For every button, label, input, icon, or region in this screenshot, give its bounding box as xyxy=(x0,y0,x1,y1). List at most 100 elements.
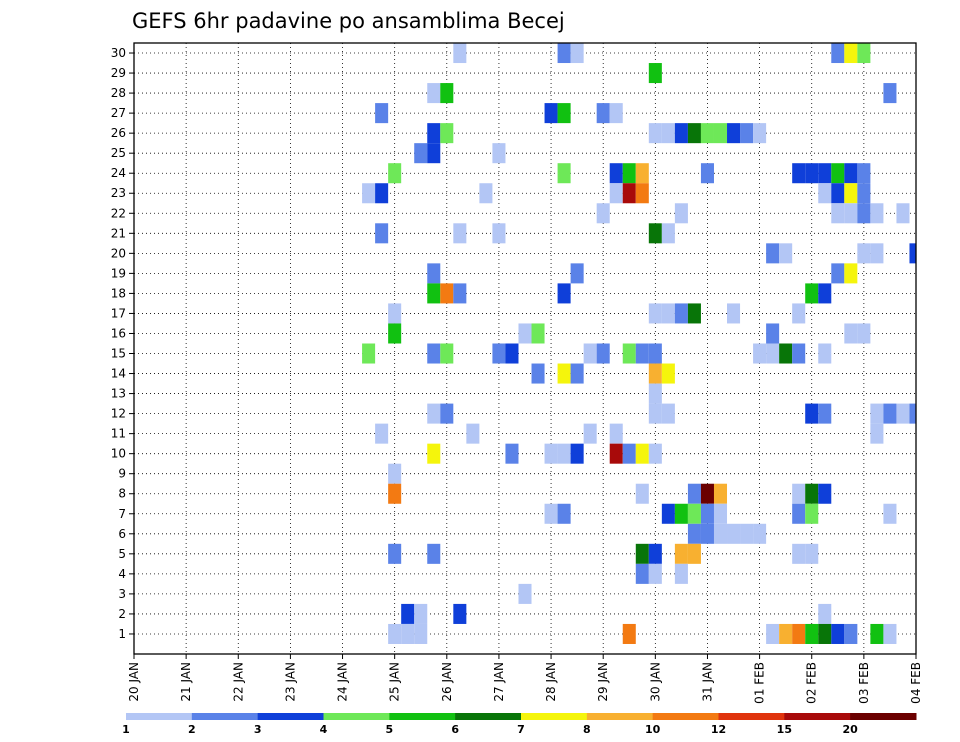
data-cell xyxy=(570,443,584,464)
data-cell xyxy=(831,163,845,184)
colorbar-swatch xyxy=(784,713,851,720)
data-cell xyxy=(557,103,571,124)
data-cell xyxy=(779,343,793,364)
y-tick-label: 5 xyxy=(118,547,126,561)
y-tick-label: 24 xyxy=(111,166,126,180)
data-cell xyxy=(414,143,428,164)
data-cell xyxy=(492,143,506,164)
data-cell xyxy=(857,163,871,184)
data-cell xyxy=(844,163,858,184)
data-cell xyxy=(648,303,662,324)
data-cell xyxy=(648,63,662,84)
data-cell xyxy=(583,343,597,364)
y-tick-label: 8 xyxy=(118,487,126,501)
data-cell xyxy=(831,43,845,64)
data-cell xyxy=(388,483,402,504)
data-cell xyxy=(648,123,662,144)
data-cell xyxy=(453,223,467,244)
data-cell xyxy=(453,43,467,64)
data-cell xyxy=(831,623,845,644)
data-cell xyxy=(557,443,571,464)
data-cell xyxy=(779,243,793,264)
data-cell xyxy=(622,443,636,464)
data-cell xyxy=(805,283,819,304)
data-cell xyxy=(453,603,467,624)
data-cell xyxy=(375,423,389,444)
data-cell xyxy=(440,403,454,424)
data-cell xyxy=(427,143,441,164)
data-cell xyxy=(792,623,806,644)
data-cell xyxy=(388,303,402,324)
data-cell xyxy=(700,523,714,544)
data-cell xyxy=(401,603,415,624)
data-cell xyxy=(818,623,832,644)
x-tick-label: 21 JAN xyxy=(179,662,193,702)
data-cell xyxy=(557,43,571,64)
data-cell xyxy=(479,183,493,204)
colorbar-swatch xyxy=(718,713,785,720)
data-cell xyxy=(700,163,714,184)
data-cell xyxy=(870,623,884,644)
data-cell xyxy=(792,543,806,564)
y-tick-label: 19 xyxy=(111,266,126,280)
data-cell xyxy=(427,83,441,104)
data-cell xyxy=(388,543,402,564)
data-cell xyxy=(674,203,688,224)
colorbar-label: 8 xyxy=(583,723,591,736)
data-cell xyxy=(518,583,532,604)
data-cell xyxy=(440,283,454,304)
data-cell xyxy=(414,603,428,624)
data-cell xyxy=(818,483,832,504)
data-cell xyxy=(831,203,845,224)
data-cell xyxy=(896,403,910,424)
x-tick-label: 23 JAN xyxy=(283,662,297,702)
y-tick-label: 29 xyxy=(111,66,126,80)
colorbar-label: 10 xyxy=(645,723,661,736)
data-cell xyxy=(596,203,610,224)
data-cell xyxy=(622,183,636,204)
x-tick-label: 28 JAN xyxy=(544,662,558,702)
data-cell xyxy=(857,243,871,264)
x-tick-label: 25 JAN xyxy=(388,662,402,702)
data-cell xyxy=(713,123,728,144)
data-cell xyxy=(883,83,897,104)
data-cell xyxy=(544,503,558,524)
data-cell xyxy=(427,283,441,304)
data-cell xyxy=(727,303,741,324)
colorbar-swatch xyxy=(521,713,588,720)
data-cell xyxy=(792,343,806,364)
y-tick-label: 23 xyxy=(111,186,126,200)
colorbar-label: 3 xyxy=(254,723,262,736)
x-tick-label: 26 JAN xyxy=(440,662,454,702)
data-cell xyxy=(753,123,767,144)
data-cell xyxy=(857,183,871,204)
data-cell xyxy=(596,343,610,364)
data-cell xyxy=(805,403,819,424)
data-cell xyxy=(792,483,806,504)
data-cell xyxy=(648,383,662,404)
data-cell xyxy=(648,563,662,584)
x-tick-label: 30 JAN xyxy=(648,662,662,702)
data-cell xyxy=(375,223,389,244)
colorbar-swatch xyxy=(455,713,522,720)
y-tick-label: 18 xyxy=(111,286,126,300)
data-cell xyxy=(427,123,441,144)
y-tick-label: 25 xyxy=(111,146,126,160)
data-cell xyxy=(505,343,519,364)
data-cell xyxy=(583,423,597,444)
data-cell xyxy=(427,343,441,364)
data-cell xyxy=(909,403,916,424)
y-tick-label: 17 xyxy=(111,306,126,320)
data-cell xyxy=(713,503,728,524)
data-cell xyxy=(753,343,767,364)
data-cell xyxy=(766,623,780,644)
data-cell xyxy=(635,183,649,204)
x-tick-label: 22 JAN xyxy=(231,662,245,702)
y-tick-label: 9 xyxy=(118,467,126,481)
data-cell xyxy=(375,103,389,124)
colorbar-label: 6 xyxy=(451,723,459,736)
data-cell xyxy=(753,523,767,544)
data-cell xyxy=(531,363,545,384)
data-cell xyxy=(792,163,806,184)
colorbar-swatch xyxy=(850,713,917,720)
